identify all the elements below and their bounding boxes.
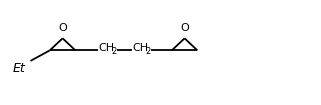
Text: 2: 2 <box>112 47 117 56</box>
Text: O: O <box>58 23 67 33</box>
Text: CH: CH <box>133 43 149 53</box>
Text: O: O <box>180 23 189 33</box>
Text: 2: 2 <box>145 47 151 56</box>
Text: Et: Et <box>13 62 26 75</box>
Text: CH: CH <box>99 43 115 53</box>
